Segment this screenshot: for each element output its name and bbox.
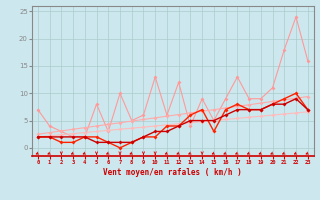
- X-axis label: Vent moyen/en rafales ( km/h ): Vent moyen/en rafales ( km/h ): [103, 168, 242, 177]
